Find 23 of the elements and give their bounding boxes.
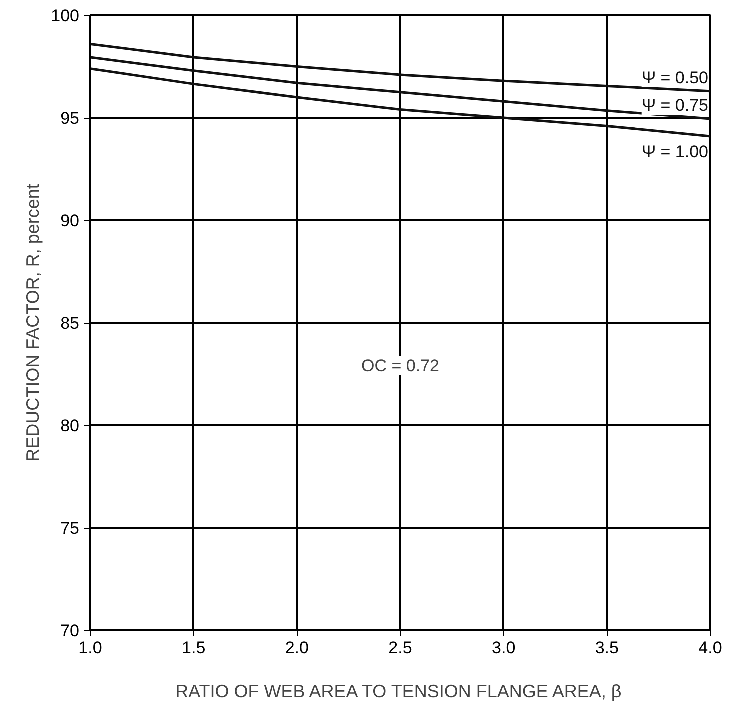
x-tick-label: 1.0 [78, 638, 102, 658]
x-tick-label: 3.0 [492, 638, 516, 658]
y-tick-label: 70 [60, 622, 80, 640]
y-tick-label: 80 [60, 416, 80, 436]
line-series [90, 68, 710, 138]
y-tick-label: 85 [60, 314, 80, 333]
series-label: Ψ = 1.00 [642, 142, 709, 162]
x-tick-label: 2.5 [388, 638, 412, 658]
x-tick-label: 4.0 [698, 638, 722, 658]
y-tick-label: 75 [60, 519, 80, 538]
y-axis-title: REDUCTION FACTOR, R, percent [23, 184, 44, 462]
y-tick-label: 95 [60, 109, 80, 128]
x-axis-title: RATIO OF WEB AREA TO TENSION FLANGE AREA, β [176, 682, 622, 702]
series-label: Ψ = 0.50 [642, 68, 709, 88]
annotation: OC = 0.72 [362, 356, 440, 376]
line-series [90, 56, 710, 120]
line-series [90, 42, 710, 93]
y-tick-label: 100 [51, 6, 80, 26]
x-tick-label: 1.5 [182, 638, 206, 658]
x-tick-label: 3.5 [595, 638, 619, 658]
x-tick-label: 2.0 [285, 638, 309, 658]
y-tick-label: 90 [60, 212, 80, 230]
series-label: Ψ = 0.75 [642, 96, 709, 116]
